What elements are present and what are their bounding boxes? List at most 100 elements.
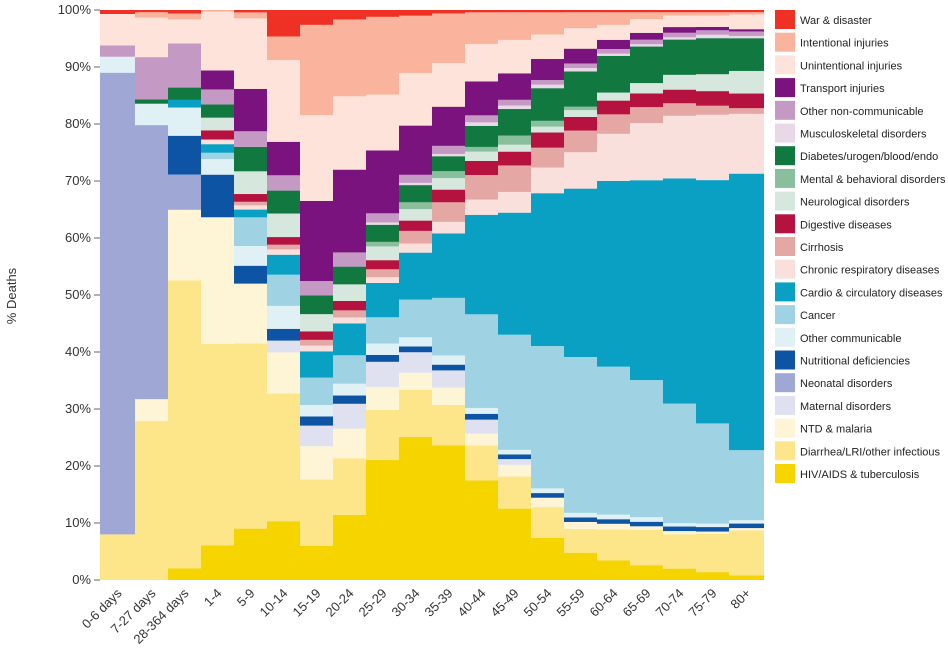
bar-segment[interactable] xyxy=(267,190,300,214)
bar-segment[interactable] xyxy=(399,220,432,231)
bar-segment[interactable] xyxy=(432,13,465,63)
bar-segment[interactable] xyxy=(663,89,696,104)
bar-segment[interactable] xyxy=(564,106,597,111)
bar-segment[interactable] xyxy=(564,28,597,49)
bar-segment[interactable] xyxy=(333,19,366,97)
bar-segment[interactable] xyxy=(498,135,531,145)
bar-segment[interactable] xyxy=(696,34,729,39)
bar-segment[interactable] xyxy=(663,32,696,38)
bar-segment[interactable] xyxy=(234,343,267,529)
legend-item[interactable]: Maternal disorders xyxy=(775,395,892,415)
legend-item[interactable]: Cirrhosis xyxy=(775,237,844,256)
bar-segment[interactable] xyxy=(135,103,168,126)
bar-segment[interactable] xyxy=(729,108,764,114)
bar-segment[interactable] xyxy=(630,180,663,381)
bar-segment[interactable] xyxy=(234,18,267,89)
bar-segment[interactable] xyxy=(432,404,465,446)
bar-segment[interactable] xyxy=(300,295,333,315)
bar-segment[interactable] xyxy=(465,407,498,414)
bar-segment[interactable] xyxy=(333,395,366,404)
bar-segment[interactable] xyxy=(267,237,300,245)
bar-segment[interactable] xyxy=(498,39,531,74)
bar-segment[interactable] xyxy=(630,380,663,518)
bar-segment[interactable] xyxy=(168,19,201,44)
bar-segment[interactable] xyxy=(465,433,498,446)
bar-segment[interactable] xyxy=(465,445,498,481)
bar-segment[interactable] xyxy=(597,366,630,515)
bar-segment[interactable] xyxy=(498,454,531,460)
bar-segment[interactable] xyxy=(630,526,663,530)
bar-segment[interactable] xyxy=(630,83,663,94)
bar-segment[interactable] xyxy=(168,135,201,175)
bar-segment[interactable] xyxy=(300,425,333,447)
bar-segment[interactable] xyxy=(597,114,630,134)
bar-segment[interactable] xyxy=(267,10,300,37)
bar-segment[interactable] xyxy=(597,24,630,40)
bar-segment[interactable] xyxy=(234,209,267,218)
bar-segment[interactable] xyxy=(663,12,696,16)
bar-segment[interactable] xyxy=(630,12,663,20)
bar-segment[interactable] xyxy=(498,12,531,40)
bar-segment[interactable] xyxy=(267,175,300,191)
bar-segment[interactable] xyxy=(630,39,663,45)
bar-segment[interactable] xyxy=(168,99,201,108)
bar-segment[interactable] xyxy=(729,530,764,576)
bar-segment[interactable] xyxy=(663,74,696,90)
bar-segment[interactable] xyxy=(432,355,465,365)
bar-segment[interactable] xyxy=(333,514,366,580)
bar-segment[interactable] xyxy=(366,16,399,95)
bar-segment[interactable] xyxy=(630,107,663,124)
bar-segment[interactable] xyxy=(531,497,564,508)
bar-segment[interactable] xyxy=(300,377,333,406)
bar-segment[interactable] xyxy=(333,355,366,384)
bar-segment[interactable] xyxy=(729,450,764,521)
bar-segment[interactable] xyxy=(597,10,630,13)
bar-segment[interactable] xyxy=(234,283,267,344)
bar-segment[interactable] xyxy=(333,252,366,267)
bar-segment[interactable] xyxy=(564,10,597,13)
bar-segment[interactable] xyxy=(531,507,564,538)
bar-segment[interactable] xyxy=(168,10,201,14)
bar-segment[interactable] xyxy=(465,115,498,123)
bar-segment[interactable] xyxy=(564,116,597,131)
bar-segment[interactable] xyxy=(531,10,564,13)
bar-segment[interactable] xyxy=(564,528,597,553)
bar-segment[interactable] xyxy=(333,284,366,301)
bar-segment[interactable] xyxy=(135,12,168,18)
legend-item[interactable]: Cardio & circulatory diseases xyxy=(775,282,943,302)
bar-segment[interactable] xyxy=(564,12,597,29)
bar-segment[interactable] xyxy=(432,156,465,172)
bar-segment[interactable] xyxy=(531,80,564,85)
bar-segment[interactable] xyxy=(498,191,531,213)
bar-segment[interactable] xyxy=(498,464,531,477)
bar-segment[interactable] xyxy=(498,109,531,136)
bar-segment[interactable] xyxy=(630,46,663,84)
bar-segment[interactable] xyxy=(465,480,498,580)
bar-segment[interactable] xyxy=(399,185,432,203)
bar-segment[interactable] xyxy=(465,81,498,116)
bar-segment[interactable] xyxy=(663,534,696,569)
bar-segment[interactable] xyxy=(168,280,201,569)
bar-segment[interactable] xyxy=(630,521,663,527)
legend-item[interactable]: Digestive diseases xyxy=(775,214,892,234)
bar-segment[interactable] xyxy=(366,277,399,284)
bar-segment[interactable] xyxy=(300,10,333,25)
bar-segment[interactable] xyxy=(267,244,300,250)
bar-segment[interactable] xyxy=(333,317,366,324)
bar-segment[interactable] xyxy=(333,266,366,285)
bar-segment[interactable] xyxy=(366,409,399,461)
bar-segment[interactable] xyxy=(366,354,399,362)
bar-segment[interactable] xyxy=(135,10,168,13)
bar-segment[interactable] xyxy=(663,103,696,116)
bar-segment[interactable] xyxy=(531,132,564,148)
bar-segment[interactable] xyxy=(399,337,432,347)
bar-segment[interactable] xyxy=(597,180,630,367)
bar-segment[interactable] xyxy=(597,53,630,56)
bar-segment[interactable] xyxy=(267,254,300,275)
bar-segment[interactable] xyxy=(201,159,234,175)
bar-segment[interactable] xyxy=(100,56,135,73)
bar-segment[interactable] xyxy=(432,178,465,190)
bar-segment[interactable] xyxy=(234,528,267,580)
bar-segment[interactable] xyxy=(465,10,498,13)
bar-segment[interactable] xyxy=(597,12,630,25)
